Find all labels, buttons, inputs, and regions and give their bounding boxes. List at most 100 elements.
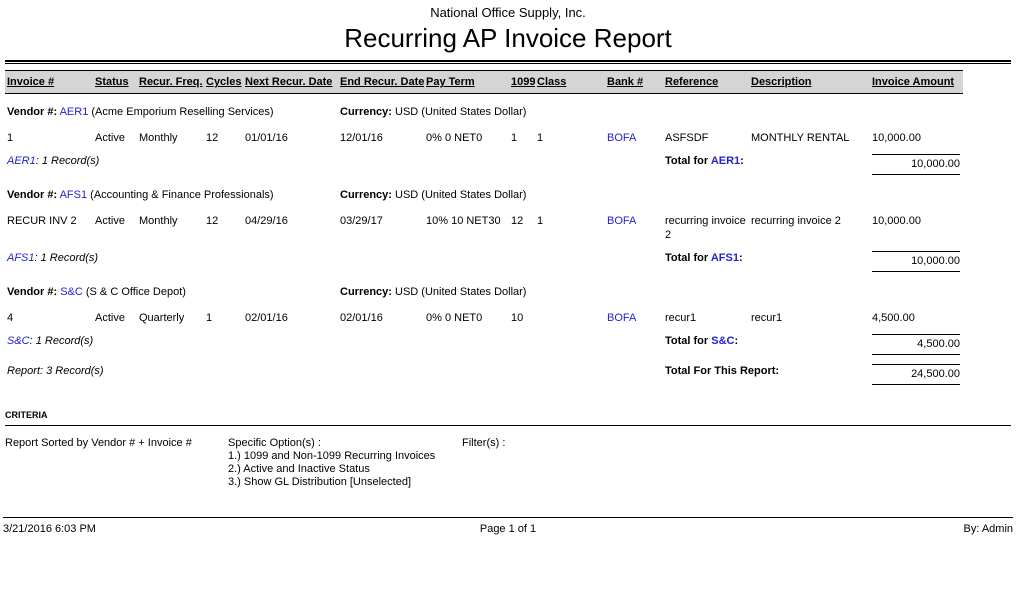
group-total-amount-cell: 10,000.00 <box>870 147 963 177</box>
cell-end-recur-date: 03/29/17 <box>340 215 383 227</box>
currency-value: USD (United States Dollar) <box>395 189 527 201</box>
report-total-label-cell: Total For This Report: <box>663 357 870 387</box>
vendor-cell: Vendor #: AER1 (Acme Emporium Reselling … <box>5 94 338 122</box>
cell-class: 1 <box>537 132 544 144</box>
cell-recur-freq: Quarterly <box>139 312 185 324</box>
title-divider <box>5 60 1011 64</box>
cell-end-recur-date: 12/01/16 <box>340 132 383 144</box>
cell-cycles: 12 <box>206 132 219 144</box>
col-header-description-label: Description <box>751 76 812 88</box>
criteria-heading: CRITERIA <box>5 410 48 420</box>
cell-next-recur-date: 02/01/16 <box>245 312 288 324</box>
report-record-count: Report: 3 Record(s) <box>5 357 663 387</box>
group-record-count: AER1: 1 Record(s) <box>5 147 663 177</box>
col-header-end-recur-date: End Recur. Date <box>338 70 424 94</box>
criteria-option: 1.) 1099 and Non-1099 Recurring Invoices <box>228 450 436 462</box>
vendor-code-link[interactable]: AFS1 <box>59 189 88 201</box>
criteria-grid: Report Sorted by Vendor # + Invoice # Sp… <box>5 437 1011 489</box>
group-total-vendor-code: AFS1 <box>710 252 739 264</box>
criteria-options: Specific Option(s) : 1.) 1099 and Non-10… <box>228 437 462 489</box>
vendor-label: Vendor #: <box>7 286 58 298</box>
cell-invoice-number: 1 <box>7 132 14 144</box>
cell-status: Active <box>95 132 125 144</box>
col-header-description: Description <box>749 70 870 94</box>
vendor-label: Vendor #: <box>7 106 58 118</box>
col-header-1099-label: 1099 <box>511 76 535 88</box>
report-total-row: Report: 3 Record(s) Total For This Repor… <box>5 357 963 387</box>
group-total-amount: 10,000.00 <box>872 154 960 175</box>
cell-description: recurring invoice 2 <box>751 215 841 227</box>
currency-label: Currency: <box>340 106 392 118</box>
group-record-suffix: : 1 Record(s) <box>29 335 94 347</box>
currency-value: USD (United States Dollar) <box>395 286 527 298</box>
cell-status: Active <box>95 215 125 227</box>
cell-class: 1 <box>537 215 544 227</box>
col-header-invoice: Invoice # <box>5 70 93 94</box>
currency-cell: Currency: USD (United States Dollar) <box>338 274 963 301</box>
col-header-reference: Reference <box>663 70 749 94</box>
footer-row: 3/21/2016 6:03 PM Page 1 of 1 By: Admin <box>3 518 1013 535</box>
cell-reference: recur1 <box>665 312 697 324</box>
col-header-status-label: Status <box>95 76 129 88</box>
group-record-suffix: : 1 Record(s) <box>35 155 100 167</box>
cell-recur-freq: Monthly <box>139 132 178 144</box>
col-header-end-recur-date-label: End Recur. Date <box>340 76 424 88</box>
currency-cell: Currency: USD (United States Dollar) <box>338 94 963 122</box>
cell-invoice-number: RECUR INV 2 <box>7 215 77 227</box>
currency-cell: Currency: USD (United States Dollar) <box>338 177 963 204</box>
col-header-status: Status <box>93 70 137 94</box>
vendor-name: (Acme Emporium Reselling Services) <box>91 106 274 118</box>
cell-next-recur-date: 04/29/16 <box>245 215 288 227</box>
col-header-bank: Bank # <box>605 70 663 94</box>
group-total-prefix: Total for <box>665 155 711 167</box>
vendor-code-link[interactable]: AER1 <box>59 106 89 118</box>
criteria-options-label: Specific Option(s) : <box>228 437 321 449</box>
criteria-section: CRITERIA Report Sorted by Vendor # + Inv… <box>5 410 1011 489</box>
invoice-row: 4 Active Quarterly 1 02/01/16 02/01/16 0… <box>5 301 963 327</box>
cell-bank-link[interactable]: BOFA <box>607 132 637 144</box>
vendor-name: (Accounting & Finance Professionals) <box>90 189 274 201</box>
cell-1099: 1 <box>511 132 518 144</box>
group-record-vendor-code: AER1 <box>7 155 36 167</box>
col-header-class: Class <box>535 70 605 94</box>
cell-pay-term: 0% 0 NET0 <box>426 132 483 144</box>
col-header-next-recur-date-label: Next Recur. Date <box>245 76 333 88</box>
footer-timestamp: 3/21/2016 6:03 PM <box>3 523 96 535</box>
vendor-row: Vendor #: AFS1 (Accounting & Finance Pro… <box>5 177 963 204</box>
col-header-class-label: Class <box>537 76 567 88</box>
table-header-row: Invoice # Status Recur. Freq. Cycles Nex… <box>5 70 963 94</box>
cell-invoice-amount: 10,000.00 <box>872 132 921 144</box>
group-total-label: Total for AFS1: <box>663 244 870 274</box>
vendor-name: (S & C Office Depot) <box>85 286 186 298</box>
vendor-row: Vendor #: AER1 (Acme Emporium Reselling … <box>5 94 963 122</box>
footer-divider <box>3 517 1013 518</box>
col-header-recur-freq-label: Recur. Freq. <box>139 76 203 88</box>
invoice-table: Invoice # Status Recur. Freq. Cycles Nex… <box>5 70 963 387</box>
group-total-prefix: Total for <box>665 335 712 347</box>
col-header-recur-freq: Recur. Freq. <box>137 70 204 94</box>
cell-reference: ASFSDF <box>665 132 709 144</box>
col-header-pay-term-label: Pay Term <box>426 76 475 88</box>
col-header-invoice-amount-label: Invoice Amount <box>872 76 955 88</box>
vendor-code-link[interactable]: S&C <box>60 286 83 298</box>
col-header-pay-term: Pay Term <box>424 70 509 94</box>
group-total-amount-cell: 4,500.00 <box>870 327 963 357</box>
group-total-vendor-code: S&C <box>711 335 735 347</box>
report-record-count-text: Report: 3 Record(s) <box>7 365 104 377</box>
cell-invoice-amount: 4,500.00 <box>872 312 915 324</box>
currency-value: USD (United States Dollar) <box>395 106 527 118</box>
cell-reference: recurring invoice 2 <box>665 215 746 241</box>
cell-bank-link[interactable]: BOFA <box>607 312 637 324</box>
group-total-row: AER1: 1 Record(s) Total for AER1: 10,000… <box>5 147 963 177</box>
cell-cycles: 1 <box>206 312 213 324</box>
criteria-filters-label: Filter(s) : <box>462 437 506 449</box>
invoice-row: RECUR INV 2 Active Monthly 12 04/29/16 0… <box>5 204 963 244</box>
group-total-amount: 4,500.00 <box>872 334 960 355</box>
report-total-amount: 24,500.00 <box>872 364 960 385</box>
cell-invoice-number: 4 <box>7 312 14 324</box>
cell-pay-term: 10% 10 NET30 <box>426 215 501 227</box>
col-header-bank-label: Bank # <box>607 76 644 88</box>
cell-bank-link[interactable]: BOFA <box>607 215 637 227</box>
currency-label: Currency: <box>340 286 392 298</box>
group-total-colon: : <box>740 155 744 167</box>
